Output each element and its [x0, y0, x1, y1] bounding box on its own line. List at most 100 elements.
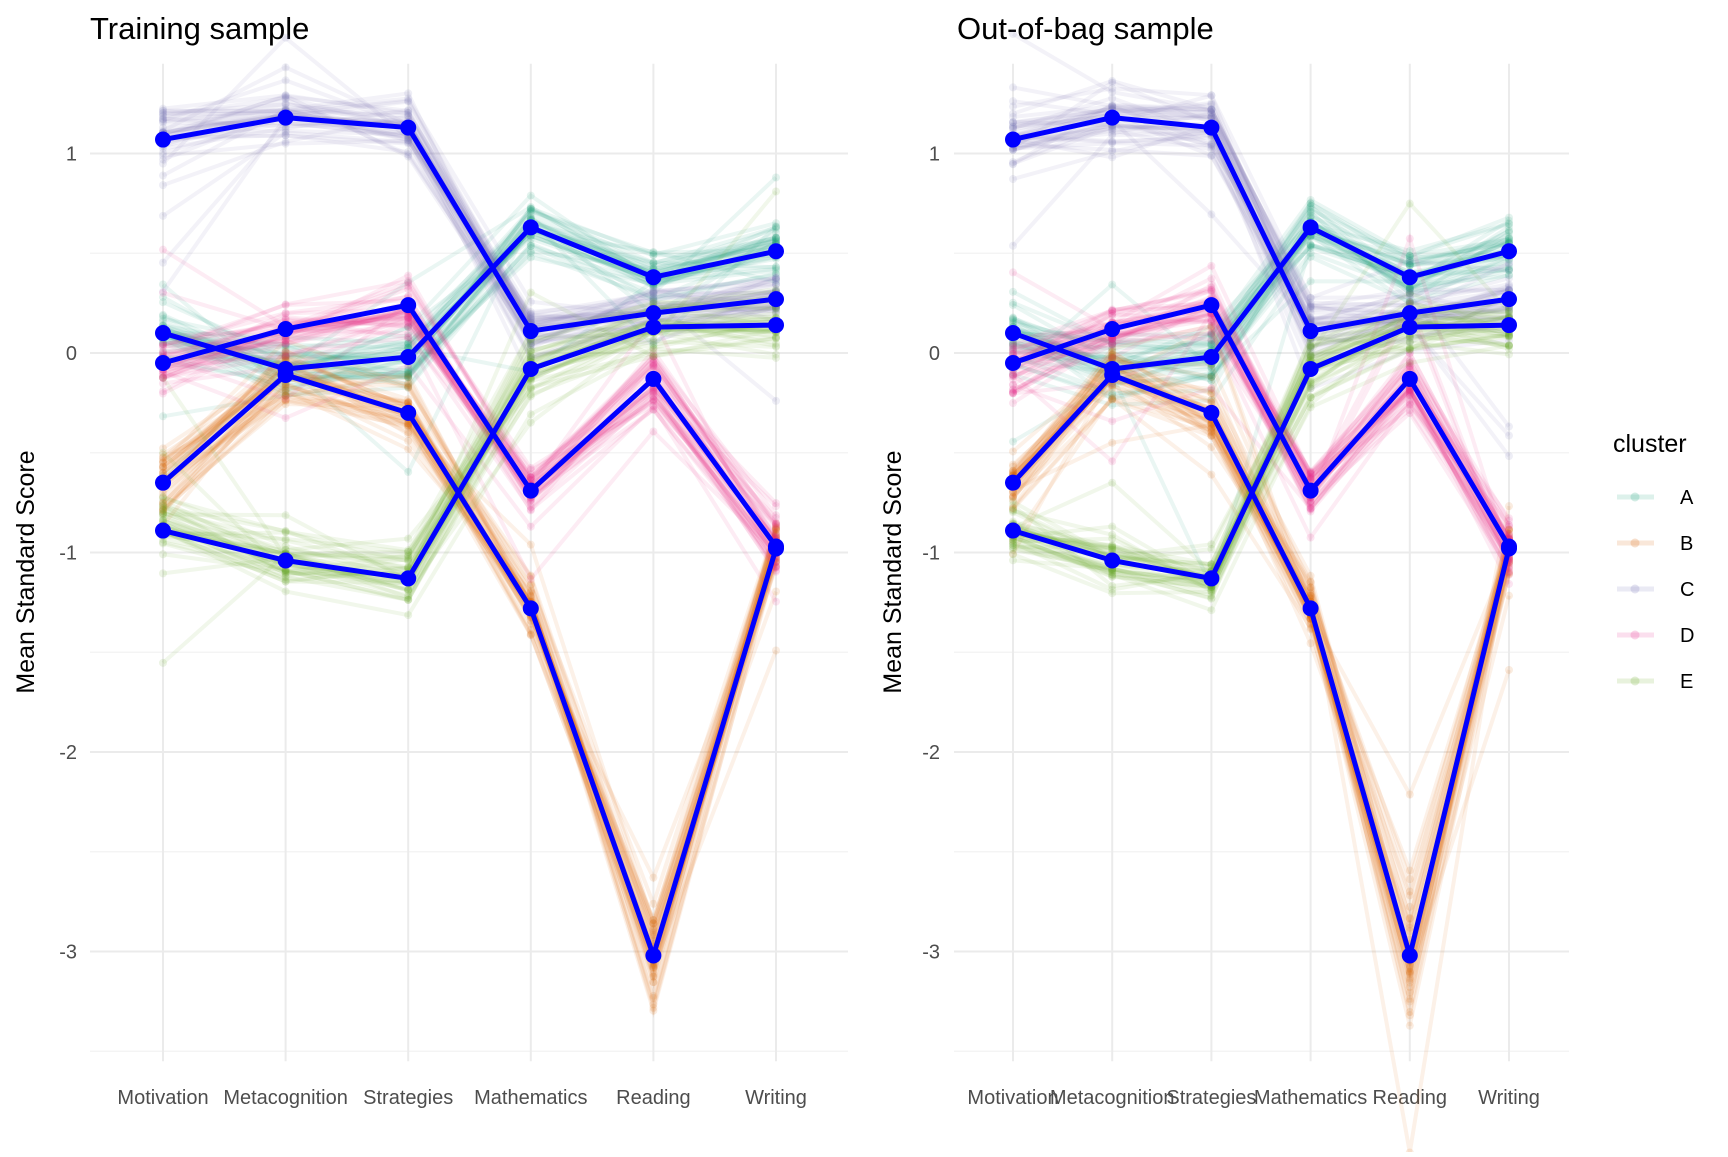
replicate-point-D — [1306, 500, 1315, 509]
replicate-point-A — [404, 373, 413, 382]
replicate-point-D — [1405, 391, 1414, 400]
replicate-point-D — [1405, 298, 1414, 307]
replicate-point-A — [1306, 207, 1315, 216]
replicate-point-D — [526, 473, 535, 482]
replicate-point-E — [281, 526, 290, 535]
replicate-point-E — [1306, 342, 1315, 351]
replicate-point-C — [1009, 121, 1017, 130]
replicate-point-B — [281, 395, 290, 404]
replicate-point-A — [772, 270, 780, 279]
replicate-point-A — [1108, 339, 1117, 348]
replicate-line-C — [1011, 102, 1510, 316]
replicate-point-D — [1306, 504, 1315, 513]
replicate-point-D — [159, 347, 167, 356]
mean-point-B — [1302, 600, 1319, 617]
replicate-point-C — [772, 275, 780, 284]
replicate-line-B — [1011, 355, 1511, 975]
replicate-point-B — [1306, 623, 1315, 632]
replicate-point-B — [159, 465, 167, 474]
replicate-point-A — [526, 206, 535, 215]
replicate-point-D — [649, 360, 658, 369]
replicate-point-E — [159, 373, 167, 382]
mean-line-B — [1011, 372, 1512, 958]
replicate-point-A — [1207, 372, 1216, 381]
replicate-line-D — [161, 247, 778, 527]
replicate-point-E — [281, 511, 290, 520]
replicate-point-C — [159, 211, 167, 220]
replicate-point-C — [281, 95, 290, 104]
replicate-point-A — [1108, 382, 1117, 391]
replicate-point-E — [772, 339, 780, 348]
mean-point-B — [400, 404, 417, 421]
replicate-point-B — [1405, 988, 1414, 997]
replicate-point-B — [1505, 568, 1513, 577]
replicate-point-E — [526, 410, 535, 419]
replicate-point-C — [526, 354, 535, 363]
replicate-point-E — [159, 501, 167, 510]
replicate-point-A — [1505, 261, 1513, 270]
replicate-point-D — [1009, 345, 1017, 354]
replicate-line-A — [162, 233, 777, 380]
replicate-point-A — [526, 204, 535, 213]
replicate-line-C — [162, 133, 777, 339]
replicate-point-C — [159, 106, 167, 115]
replicate-point-A — [1405, 289, 1414, 298]
replicate-point-C — [281, 131, 290, 140]
replicate-point-D — [404, 319, 413, 328]
replicate-point-E — [1108, 570, 1117, 579]
replicate-point-A — [1306, 205, 1315, 214]
replicate-line-B — [161, 353, 778, 973]
replicate-line-B — [1011, 397, 1511, 1016]
replicate-point-D — [1009, 372, 1017, 381]
replicate-point-B — [1108, 384, 1117, 393]
replicate-point-B — [649, 970, 658, 979]
replicate-point-B — [1009, 493, 1017, 502]
replicate-point-E — [404, 546, 413, 555]
replicate-line-E — [162, 336, 777, 602]
replicate-point-D — [1009, 388, 1017, 397]
replicate-point-C — [1108, 78, 1117, 87]
replicate-point-D — [1108, 309, 1117, 318]
replicate-point-B — [1405, 1148, 1414, 1157]
replicate-point-D — [649, 385, 658, 394]
replicate-point-E — [772, 187, 780, 196]
replicate-point-E — [649, 349, 658, 358]
replicate-point-B — [1207, 443, 1216, 452]
replicate-point-D — [1009, 349, 1017, 358]
replicate-point-B — [1207, 432, 1216, 441]
replicate-point-A — [1505, 234, 1513, 243]
replicate-point-A — [159, 298, 167, 307]
replicate-point-C — [1207, 105, 1216, 114]
replicate-point-B — [526, 592, 535, 601]
replicate-point-B — [404, 379, 413, 388]
replicate-point-A — [1505, 216, 1513, 225]
replicate-point-C — [159, 112, 167, 121]
replicate-point-D — [1009, 385, 1017, 394]
replicate-point-E — [1505, 330, 1513, 339]
replicate-point-D — [159, 340, 167, 349]
y-axis-label: Mean Standard Score — [879, 450, 907, 693]
replicate-point-E — [1108, 572, 1117, 581]
replicate-point-C — [1108, 147, 1117, 156]
replicate-point-C — [281, 128, 290, 137]
replicate-line-E — [161, 287, 777, 573]
replicate-point-E — [159, 509, 167, 518]
replicate-point-B — [1207, 373, 1216, 382]
replicate-point-D — [526, 476, 535, 485]
replicate-point-D — [1306, 475, 1315, 484]
replicate-point-E — [526, 376, 535, 385]
replicate-point-D — [159, 340, 167, 349]
replicate-point-E — [1207, 560, 1216, 569]
replicate-point-A — [772, 222, 780, 231]
replicate-line-E — [1012, 315, 1510, 574]
replicate-point-A — [1405, 251, 1414, 260]
replicate-line-C — [1012, 111, 1510, 300]
replicate-point-D — [1108, 335, 1117, 344]
mean-point-C — [1203, 119, 1220, 136]
replicate-point-D — [1405, 362, 1414, 371]
replicate-point-D — [404, 318, 413, 327]
replicate-line-C — [1012, 141, 1510, 370]
replicate-point-E — [281, 545, 290, 554]
replicate-point-C — [772, 305, 780, 314]
mean-line-A — [1012, 224, 1510, 372]
